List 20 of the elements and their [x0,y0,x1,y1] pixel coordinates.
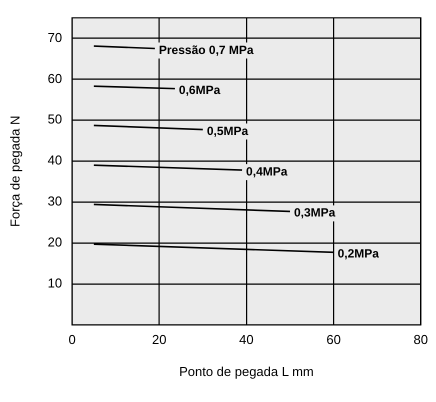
series-label: 0,4MPa [246,164,288,178]
y-tick-label: 30 [48,194,62,209]
y-tick-label: 70 [48,30,62,45]
y-tick-label: 20 [48,234,62,250]
series-label: 0,6MPa [178,82,221,97]
series-label: 0,5MPa [206,124,249,138]
x-tick-label: 80 [414,332,428,348]
x-tick-label: 60 [326,332,341,348]
x-tick-label: 20 [152,332,166,348]
series-label: 0,2MPa [338,246,380,261]
series-label: Pressão 0,7 MPa [158,42,254,57]
y-tick-label: 50 [48,112,62,127]
x-axis-title: Ponto de pegada L mm [179,364,314,379]
x-tick-label: 0 [68,332,76,348]
x-tick-label: 40 [239,332,254,348]
y-axis-title: Força de pegada N [7,116,22,227]
y-tick-label: 40 [48,152,62,168]
y-tick-label: 10 [48,275,62,290]
series-label: 0,3MPa [294,206,336,220]
y-tick-label: 60 [48,70,62,86]
